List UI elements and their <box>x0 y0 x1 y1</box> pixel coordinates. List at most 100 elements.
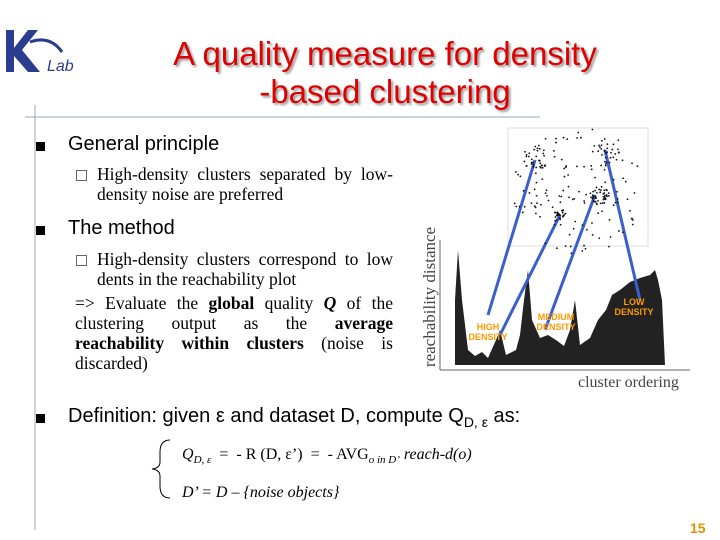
scatter-dot <box>559 201 562 204</box>
scatter-dot <box>535 155 538 158</box>
scatter-dot <box>594 200 597 203</box>
scatter-dot <box>603 149 606 152</box>
scatter-dot <box>554 219 556 222</box>
scatter-dot <box>537 144 540 147</box>
scatter-dot <box>591 150 594 153</box>
scatter-dot <box>600 185 603 188</box>
scatter-dot <box>533 148 535 151</box>
scatter-dot <box>535 166 538 169</box>
scatter-dot <box>600 147 603 150</box>
scatter-dot <box>560 158 563 161</box>
scatter-dot <box>600 164 603 167</box>
scatter-dot <box>622 177 625 180</box>
scatter-dot <box>597 150 600 153</box>
scatter-dot <box>564 212 567 215</box>
scatter-dot <box>533 188 536 191</box>
text: (noise is discarded) <box>75 333 393 373</box>
sub-bullet-text: High-density clusters separated by low-d… <box>97 164 393 204</box>
text-bold: global <box>208 293 255 313</box>
scatter-dot <box>555 247 558 250</box>
scatter-dot <box>598 144 601 147</box>
scatter-dot <box>600 189 602 191</box>
scatter-dot <box>536 202 538 205</box>
scatter-dot <box>530 163 533 165</box>
scatter-dot <box>631 217 633 220</box>
scatter-dot <box>593 144 596 147</box>
scatter-dot <box>525 153 528 156</box>
scatter-dot <box>525 165 528 167</box>
scatter-dot <box>621 231 624 234</box>
text: of the clustering output as the <box>75 293 393 333</box>
scatter-dot <box>515 171 517 173</box>
scatter-dot <box>636 165 639 167</box>
scatter-dot <box>594 197 597 200</box>
scatter-dot <box>518 205 521 208</box>
scatter-box <box>507 127 649 247</box>
scatter-dot <box>603 138 606 140</box>
scatter-dot <box>615 158 618 161</box>
scatter-dot <box>544 192 547 195</box>
bullet <box>36 226 45 235</box>
bullet-text: General principle <box>68 133 220 155</box>
scatter-dot <box>624 180 627 183</box>
scatter-dot <box>599 191 602 194</box>
scatter-dot <box>573 197 576 200</box>
scatter-dot <box>563 175 566 178</box>
scatter-dot <box>536 147 539 150</box>
scatter-dot <box>597 212 600 215</box>
scatter-dot <box>592 190 595 193</box>
scatter-dot <box>547 199 550 202</box>
scatter-dot <box>559 217 561 219</box>
scatter-dot <box>633 192 636 194</box>
scatter-dot <box>631 219 634 221</box>
scatter-dot <box>602 195 605 198</box>
scatter-dot <box>530 158 533 161</box>
scatter-dot <box>607 195 610 197</box>
arrow <box>543 194 597 331</box>
scatter-dot <box>608 161 611 164</box>
bullet-text: Definition: given ε and dataset D, compu… <box>68 405 520 430</box>
scatter-dot <box>517 173 519 176</box>
scatter-dot <box>594 176 596 179</box>
scatter-dot <box>570 252 573 255</box>
scatter-dot <box>617 139 620 142</box>
scatter-dot <box>606 143 609 146</box>
scatter-dot <box>584 247 587 250</box>
scatter-dot <box>563 167 566 170</box>
scatter-dot <box>578 190 580 193</box>
scatter-dot <box>603 189 606 192</box>
scatter-dot <box>618 230 620 232</box>
scatter-dot <box>609 156 612 159</box>
scatter-dot <box>608 245 610 248</box>
text: Definition: given ε and dataset D, compu… <box>68 405 464 427</box>
scatter-dot <box>601 202 604 205</box>
scatter-dot <box>612 143 615 146</box>
scatter-dot <box>585 193 588 196</box>
text: = - R (D, ε’) = - AVG <box>211 446 369 463</box>
text: Q <box>182 446 194 463</box>
scatter-dot <box>631 223 634 226</box>
scatter-dot <box>617 148 619 151</box>
scatter-dot <box>621 159 624 162</box>
scatter-dot <box>555 141 557 144</box>
scatter-dot <box>581 224 584 226</box>
scatter-dot <box>568 196 570 199</box>
scatter-dot <box>541 166 544 169</box>
arrow <box>486 159 537 316</box>
scatter-dot <box>595 202 598 205</box>
scatter-dot <box>591 197 594 200</box>
scatter-dot <box>585 228 588 231</box>
scatter-dot <box>614 153 617 155</box>
page-number: 15 <box>690 520 706 536</box>
scatter-dot <box>608 218 611 221</box>
scatter-dot <box>530 202 533 205</box>
scatter-dot <box>590 196 592 199</box>
scatter-dot <box>552 150 555 152</box>
title-line: A quality measure for density <box>173 35 597 72</box>
text: as: <box>487 405 521 427</box>
y-axis-label: reachability distance <box>420 226 439 368</box>
scatter-dot <box>528 152 531 155</box>
scatter-dot <box>541 178 544 181</box>
scatter-dot <box>558 195 561 197</box>
